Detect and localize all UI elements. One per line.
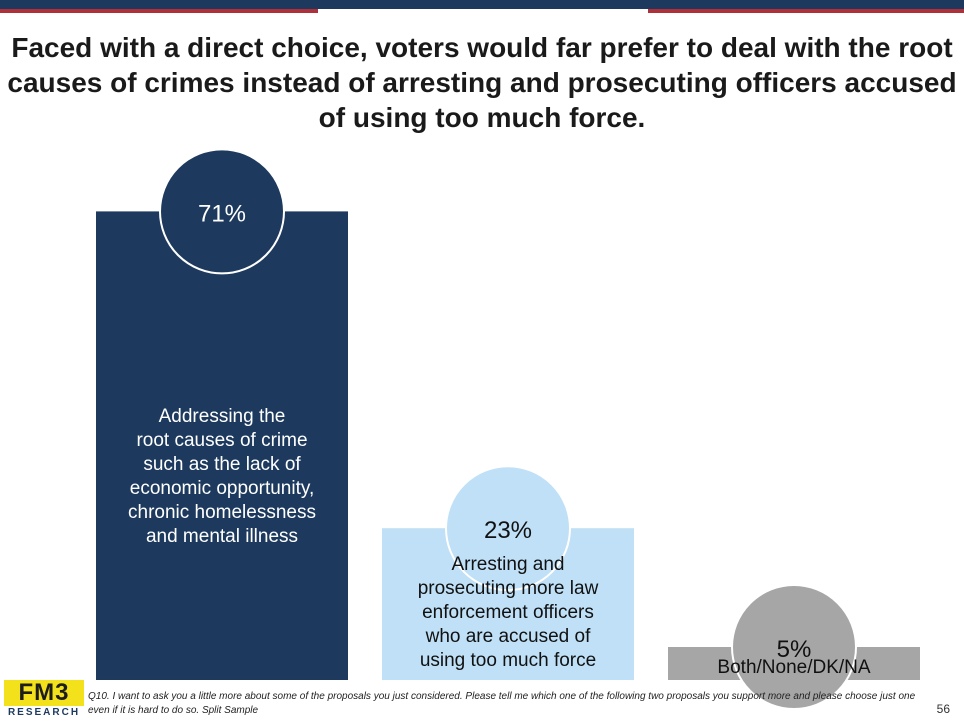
question-footnote: Q10. I want to ask you a little more abo… <box>88 691 916 716</box>
data-label-3: 5% <box>777 636 812 663</box>
header-stripe-navy <box>0 0 964 9</box>
category-label-2-line-1: Arresting and <box>451 554 564 575</box>
page-number: 56 <box>936 702 950 716</box>
category-label-1-line-5: chronic homelessness <box>128 502 316 523</box>
category-label-2-line-2: prosecuting more law <box>418 578 599 599</box>
header-stripe <box>0 0 964 22</box>
category-label-2-line-4: who are accused of <box>425 626 591 647</box>
category-label-1-line-6: and mental illness <box>146 526 298 547</box>
category-label-1-line-4: economic opportunity, <box>130 478 314 499</box>
value-circle-3 <box>731 584 857 710</box>
data-label-1: 71% <box>198 200 246 227</box>
category-label-1-line-3: such as the lack of <box>143 454 301 475</box>
value-circle-1 <box>159 148 285 275</box>
logo-wordmark: FM3 <box>4 680 84 706</box>
bar-1 <box>96 211 348 680</box>
slide-title: Faced with a direct choice, voters would… <box>7 32 957 133</box>
header-stripe-red-right <box>648 9 964 13</box>
category-label-2-line-3: enforcement officers <box>422 602 594 623</box>
category-label-3-line-1: Both/None/DK/NA <box>717 657 870 678</box>
header-stripe-white <box>318 9 648 13</box>
logo-subtitle: RESEARCH <box>7 707 81 718</box>
category-label-2-line-5: using too much force <box>420 650 596 671</box>
data-label-2: 23% <box>484 517 532 544</box>
category-label-1-line-1: Addressing the <box>159 406 286 427</box>
value-circle-2 <box>445 465 571 592</box>
fm3-logo: FM3 RESEARCH <box>4 680 84 720</box>
category-label-1-line-2: root causes of crime <box>136 430 307 451</box>
header-stripe-red-left <box>0 9 318 13</box>
